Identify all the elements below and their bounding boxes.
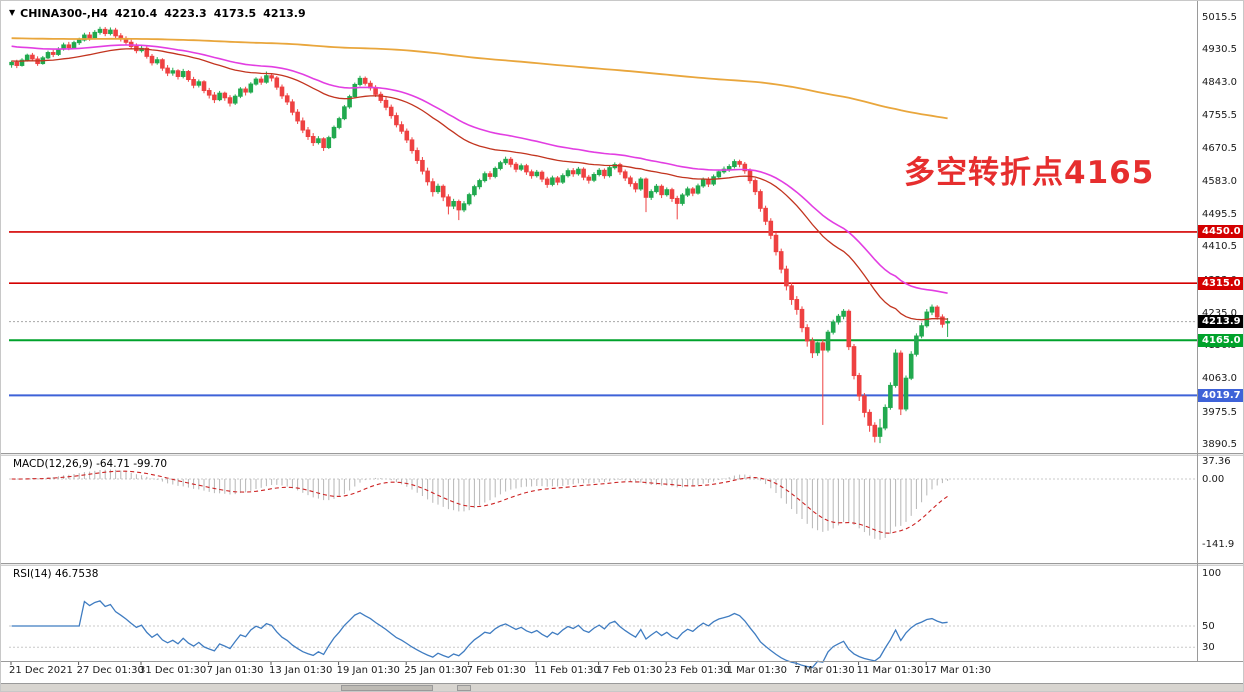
ohlc-open: 4210.4 — [114, 7, 158, 20]
price-tick-label: 3890.5 — [1202, 439, 1237, 450]
chart-dropdown-icon[interactable]: ▼ — [9, 8, 16, 17]
price-tick-label: 4583.0 — [1202, 175, 1237, 187]
level-price-badge: 4315.0 — [1198, 276, 1243, 290]
ohlc-low: 4173.5 — [213, 7, 257, 20]
time-tick-label: 13 Jan 01:30 — [269, 665, 333, 676]
macd-scale-label: 37.36 — [1202, 456, 1231, 468]
price-tick-label: 4670.5 — [1202, 142, 1237, 154]
price-tick-label: 4410.5 — [1202, 241, 1237, 253]
moving-averages-layer — [11, 37, 948, 321]
price-tick-label: 3975.5 — [1202, 406, 1237, 418]
time-tick-label: 7 Jan 01:30 — [206, 665, 264, 676]
ohlc-high: 4223.3 — [164, 7, 207, 20]
rsi-scale-label: 30 — [1202, 641, 1215, 653]
macd-indicator-label: MACD(12,26,9) -64.71 -99.70 — [13, 458, 168, 470]
time-tick-label: 17 Mar 01:30 — [924, 665, 991, 676]
time-tick-label: 1 Mar 01:30 — [726, 665, 787, 676]
time-tick-label: 21 Dec 2021 — [9, 665, 73, 676]
time-tick-label: 27 Dec 01:30 — [76, 665, 144, 676]
level-price-badge: 4019.7 — [1198, 388, 1243, 402]
time-tick-label: 25 Jan 01:30 — [404, 665, 468, 676]
time-tick-label: 17 Feb 01:30 — [596, 665, 663, 676]
price-scale-border — [1197, 1, 1198, 661]
time-tick-label: 11 Mar 01:30 — [856, 665, 924, 676]
candles-layer — [9, 26, 950, 444]
price-tick-label: 4495.5 — [1202, 209, 1237, 221]
horizontal-level-lines[interactable] — [9, 231, 1197, 397]
rsi-layer — [9, 600, 1197, 669]
rsi-scale-label: 50 — [1202, 620, 1215, 632]
price-tick-label: 5015.5 — [1202, 11, 1237, 23]
current-price-price-badge: 4213.9 — [1198, 315, 1243, 329]
rsi-scale-label: 100 — [1202, 567, 1222, 579]
annotation-text: 多空转折点4165 — [904, 155, 1155, 191]
time-axis-line — [1, 661, 1243, 662]
macd-scale-label: 0.00 — [1202, 473, 1225, 485]
chart-header: ▼ CHINA300-,H4 4210.4 4223.3 4173.5 4213.9 — [9, 7, 306, 20]
time-tick-label: 7 Mar 01:30 — [794, 665, 855, 676]
time-tick-label: 11 Feb 01:30 — [534, 665, 600, 676]
price-tick-label: 4235.0 — [1202, 308, 1237, 320]
macd-layer — [9, 469, 1197, 540]
symbol-timeframe-label: CHINA300-,H4 — [20, 7, 108, 20]
price-tick-label: 4930.5 — [1202, 43, 1237, 55]
scrollbar-thumb[interactable] — [341, 685, 433, 691]
scrollbar-box[interactable] — [457, 685, 471, 691]
bottom-scrollbar[interactable] — [1, 683, 1243, 691]
panel-splitter-rsi[interactable] — [1, 563, 1243, 566]
time-tick-label: 23 Feb 01:30 — [664, 665, 730, 676]
level-price-badge: 4450.0 — [1198, 225, 1243, 239]
time-tick-label: 31 Dec 01:30 — [139, 665, 207, 676]
price-tick-label: 4755.5 — [1202, 110, 1237, 122]
ohlc-close: 4213.9 — [263, 7, 306, 20]
macd-scale-label: -141.9 — [1202, 538, 1235, 550]
time-tick-label: 19 Jan 01:30 — [336, 665, 400, 676]
rsi-indicator-label: RSI(14) 46.7538 — [13, 568, 99, 580]
level-price-badge: 4165.0 — [1198, 333, 1243, 347]
price-tick-label: 4063.0 — [1202, 373, 1237, 385]
time-tick-label: 7 Feb 01:30 — [466, 665, 526, 676]
panel-splitter-macd[interactable] — [1, 453, 1243, 456]
price-tick-label: 4843.0 — [1202, 77, 1237, 89]
